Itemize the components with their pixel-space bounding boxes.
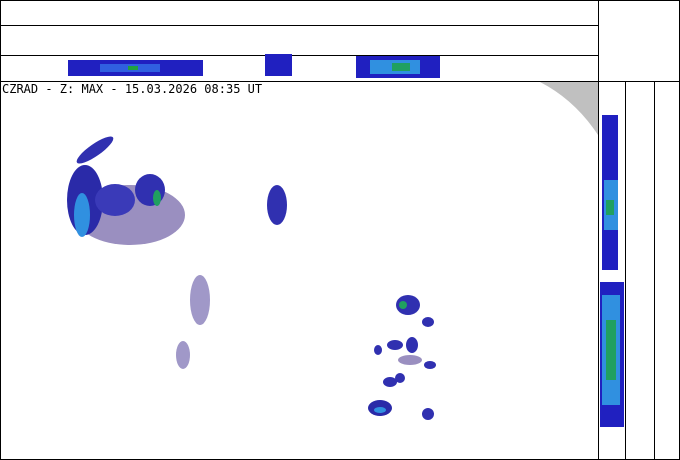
echoes (67, 136, 436, 420)
radar-title: CZRAD - Z: MAX - 15.03.2026 08:35 UT (2, 82, 263, 96)
side-profile (600, 115, 624, 427)
out-of-range-area (540, 82, 598, 135)
top-profile (68, 54, 440, 78)
